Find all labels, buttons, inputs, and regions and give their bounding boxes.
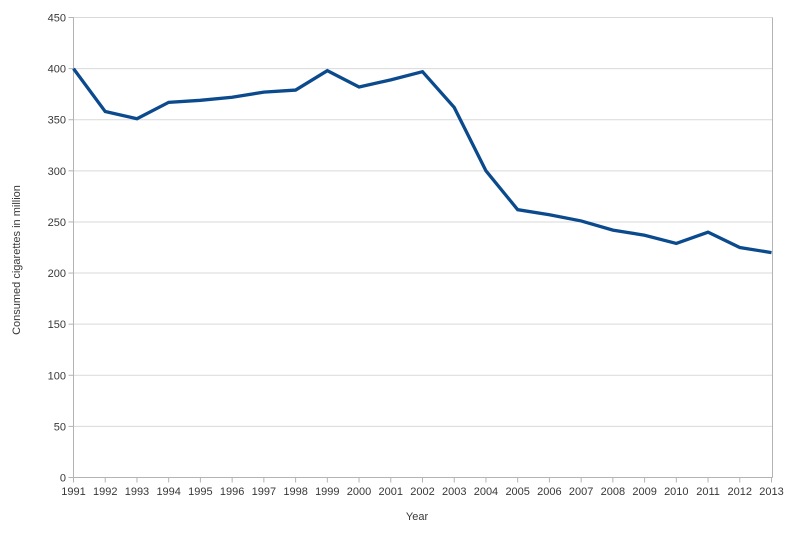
x-tick-label: 2001 xyxy=(379,486,403,498)
x-tick-label: 1997 xyxy=(252,486,276,498)
x-tick-label: 1998 xyxy=(283,486,307,498)
x-tick-label: 1995 xyxy=(188,486,212,498)
y-tick-label: 150 xyxy=(48,319,66,331)
x-axis-title: Year xyxy=(405,511,429,523)
x-tick-label: 2002 xyxy=(410,486,434,498)
x-tick-label: 2013 xyxy=(759,486,783,498)
y-tick-label: 100 xyxy=(48,370,66,382)
x-tick-label: 2006 xyxy=(537,486,561,498)
x-tick-label: 2012 xyxy=(728,486,752,498)
x-tick-label: 2008 xyxy=(601,486,625,498)
y-axis-title: Consumed cigarettes in million xyxy=(11,185,23,335)
x-tick-label: 1999 xyxy=(315,486,339,498)
y-tick-label: 450 xyxy=(48,13,66,25)
y-tick-label: 200 xyxy=(48,268,66,280)
x-tick-label: 2009 xyxy=(632,486,656,498)
y-tick-label: 50 xyxy=(54,421,66,433)
x-tick-label: 2010 xyxy=(664,486,688,498)
data-series-line xyxy=(72,67,772,255)
x-tick-label: 1996 xyxy=(220,486,244,498)
y-tick-label: 400 xyxy=(48,64,66,76)
y-tick-label: 350 xyxy=(48,115,66,127)
x-tick-label: 2005 xyxy=(505,486,529,498)
y-tick-label: 300 xyxy=(48,166,66,178)
x-tick-label: 2011 xyxy=(696,486,720,498)
y-tick-label: 0 xyxy=(60,473,66,485)
x-tick-label: 2000 xyxy=(347,486,371,498)
x-tick-label: 2004 xyxy=(474,486,498,498)
x-tick-label: 2003 xyxy=(442,486,466,498)
y-tick-label: 250 xyxy=(48,217,66,229)
x-tick-label: 1992 xyxy=(93,486,117,498)
x-tick-label: 1994 xyxy=(156,486,180,498)
x-tick-label: 1991 xyxy=(61,486,85,498)
x-tick-label: 2007 xyxy=(569,486,593,498)
x-tick-label: 1993 xyxy=(125,486,149,498)
